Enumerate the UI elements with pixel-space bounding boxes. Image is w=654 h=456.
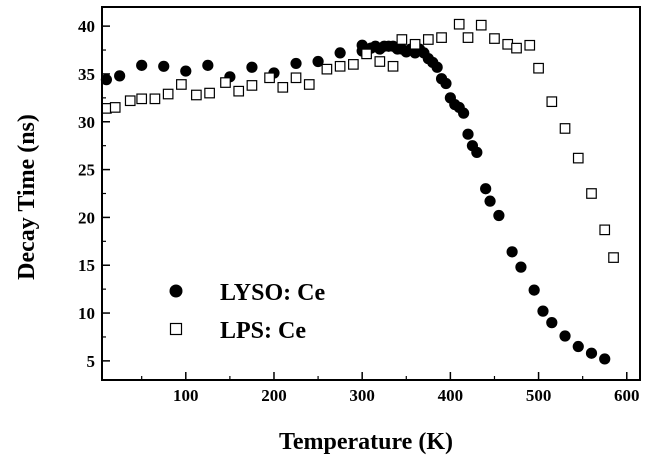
lps-point [502, 38, 514, 50]
lps-point [176, 79, 187, 90]
lps-point [136, 93, 148, 105]
lyso-point [546, 317, 558, 329]
y-tick-label: 5 [87, 352, 96, 371]
x-tick-label: 600 [614, 386, 640, 405]
lps-point [422, 34, 434, 45]
lps-point [162, 88, 174, 100]
lps-point [409, 38, 421, 50]
y-tick-label: 15 [78, 256, 95, 275]
lps-point [533, 62, 544, 74]
plot-frame [101, 6, 641, 381]
lyso-point [431, 61, 443, 73]
lyso-point [246, 61, 258, 73]
y-tick-label: 35 [78, 65, 95, 84]
legend-label-lyso: LYSO: Ce [220, 280, 325, 306]
lyso-point [506, 246, 518, 258]
lyso-point [599, 353, 611, 365]
x-axis-title: Temperature (K) [279, 429, 453, 455]
lyso-point [462, 128, 474, 140]
x-tick-label: 100 [173, 386, 199, 405]
legend-label-lps: LPS: Ce [220, 318, 306, 344]
lps-point [334, 60, 346, 72]
lps-point [220, 77, 231, 88]
lps-point [321, 63, 333, 75]
y-tick-label: 10 [78, 304, 95, 323]
lps-point [191, 89, 202, 101]
lps-point [109, 102, 121, 113]
legend-marker-lps [169, 322, 183, 336]
lyso-point [136, 59, 148, 71]
lps-point [546, 96, 558, 108]
x-tick-label: 300 [349, 386, 375, 405]
lps-point [246, 80, 258, 91]
data-marks [100, 18, 619, 365]
lyso-point [114, 70, 126, 82]
x-tick-label: 200 [261, 386, 287, 405]
lyso-point [537, 305, 549, 317]
lps-point [290, 72, 302, 84]
lps-point [572, 152, 584, 164]
lyso-point [290, 57, 302, 70]
lps-point [524, 39, 536, 51]
lps-point [348, 59, 359, 70]
legend: LYSO: Ce LPS: Ce [169, 280, 325, 344]
lyso-point [100, 74, 113, 86]
y-tick-label: 20 [78, 208, 95, 227]
lps-point [101, 103, 112, 114]
lyso-point [471, 146, 483, 158]
lyso-point [515, 261, 527, 273]
lyso-point [458, 107, 470, 119]
lyso-point [484, 195, 496, 207]
lps-point [204, 87, 215, 99]
lps-point [124, 95, 136, 107]
lyso-point [480, 183, 492, 195]
lyso-point [312, 55, 324, 68]
y-tick-label: 30 [78, 113, 95, 132]
lps-point [462, 32, 474, 43]
lps-point [396, 34, 408, 45]
lps-point [303, 79, 315, 90]
lyso-point [180, 65, 192, 77]
x-tick-label: 500 [526, 386, 552, 405]
axis-ticks: 100 200 300 400 500 600 5 10 15 20 25 30 35 40 [78, 17, 640, 405]
lyso-point [559, 330, 571, 342]
y-tick-label: 25 [78, 161, 95, 180]
lyso-point [334, 47, 346, 59]
lps-point [374, 56, 386, 67]
y-axis-title: Decay Time (ns) [14, 114, 40, 280]
y-tick-label: 40 [78, 17, 95, 36]
lps-point [489, 33, 500, 44]
lps-point [387, 60, 399, 72]
lps-point [599, 224, 611, 236]
lyso-point [202, 59, 214, 71]
lyso-point [528, 284, 540, 296]
lps-point [511, 42, 522, 54]
lps-point [361, 48, 372, 60]
legend-marker-lyso [169, 284, 183, 298]
lps-point [264, 72, 275, 84]
lyso-point [440, 77, 452, 90]
lps-point [559, 123, 571, 134]
lps-point [277, 81, 289, 93]
lps-point [586, 188, 597, 199]
lps-point [453, 18, 465, 30]
lps-point [436, 32, 447, 43]
lyso-point [585, 347, 598, 359]
x-tick-label: 400 [438, 386, 464, 405]
lps-point [608, 252, 619, 263]
lyso-point [572, 340, 584, 353]
lyso-point [493, 209, 505, 222]
lps-point [233, 85, 245, 97]
lps-point [475, 19, 487, 31]
lps-point [149, 93, 161, 105]
lyso-point [158, 60, 170, 72]
